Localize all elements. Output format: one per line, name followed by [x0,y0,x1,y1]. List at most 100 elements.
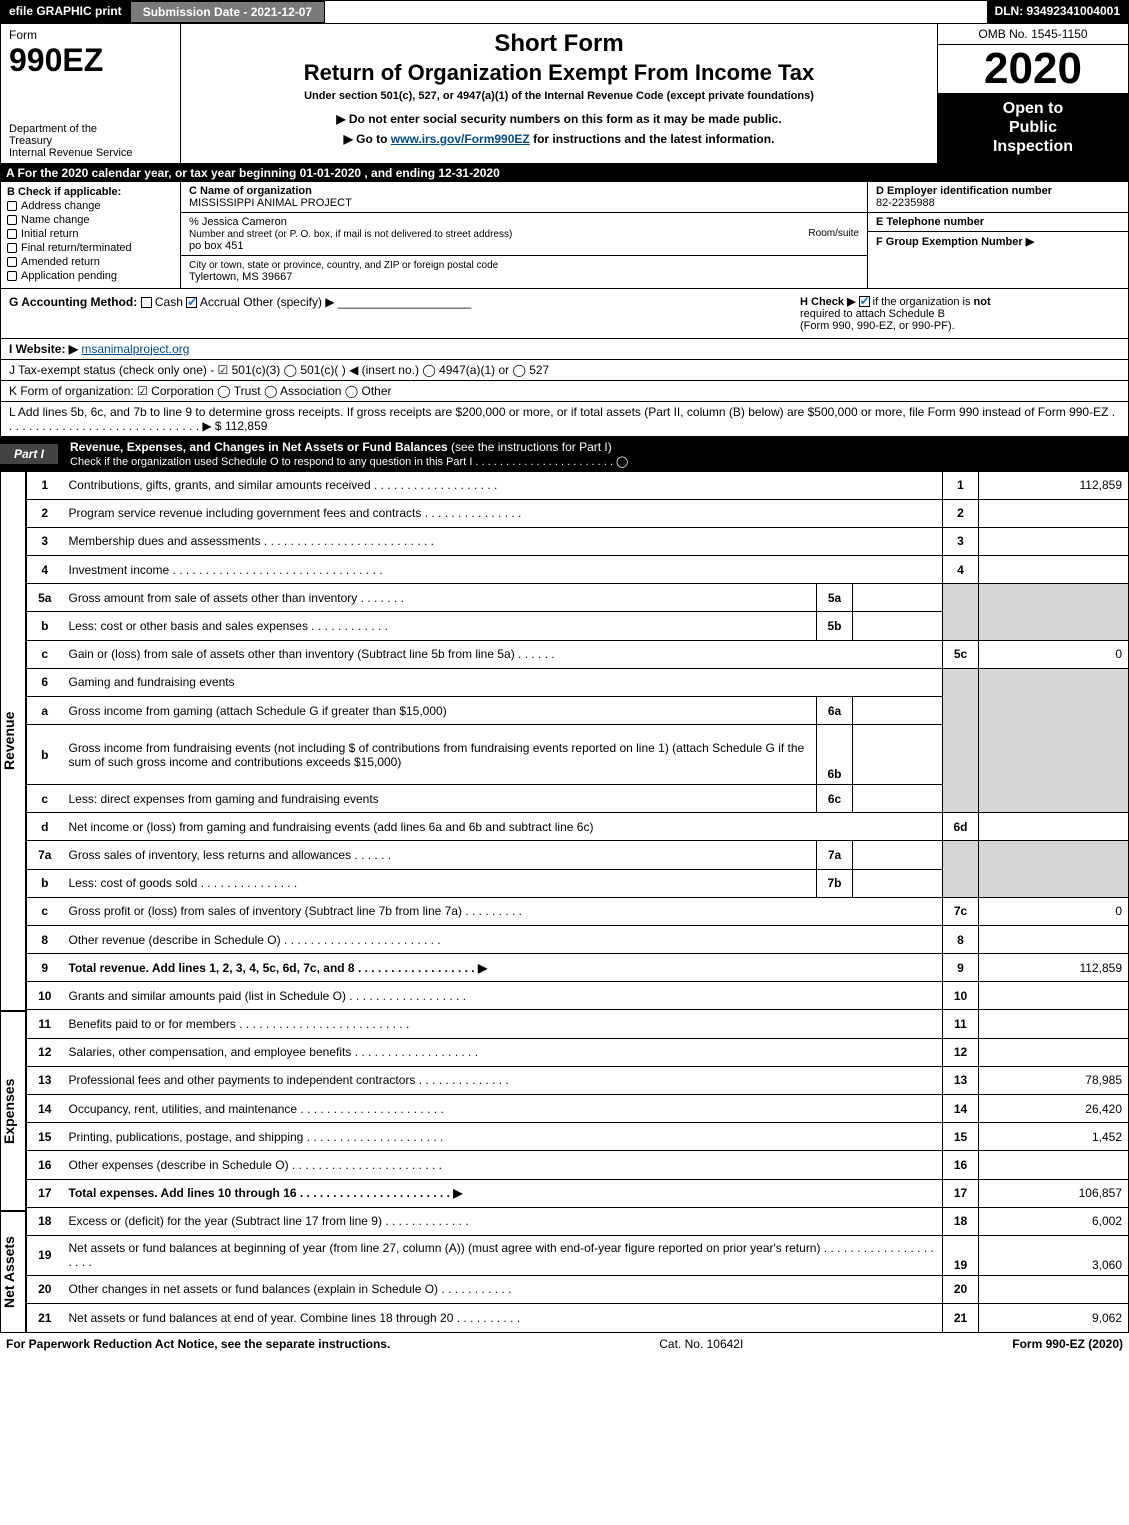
c-name-label: C Name of organization [189,185,312,197]
line-18: 18Excess or (deficit) for the year (Subt… [27,1207,1129,1235]
goto-post: for instructions and the latest informat… [530,132,775,146]
street-label: Number and street (or P. O. box, if mail… [189,229,512,240]
tax-year: 2020 [938,45,1128,93]
ein-label: D Employer identification number [876,185,1052,197]
line-3: 3Membership dues and assessments . . . .… [27,527,1129,555]
omb-number: OMB No. 1545-1150 [938,24,1128,45]
row-j-tax-exempt: J Tax-exempt status (check only one) - ☑… [0,360,1129,381]
line-5c: cGain or (loss) from sale of assets othe… [27,640,1129,668]
line-20: 20Other changes in net assets or fund ba… [27,1275,1129,1303]
goto-note: ▶ Go to www.irs.gov/Form990EZ for instru… [193,132,925,146]
room-label: Room/suite [808,228,859,239]
part1-sub: Check if the organization used Schedule … [70,456,628,468]
row-k-form-org: K Form of organization: ☑ Corporation ◯ … [0,381,1129,402]
row-i-website: I Website: ▶ msanimalproject.org [0,339,1129,360]
g-label: G Accounting Method: [9,295,137,309]
line-6d: dNet income or (loss) from gaming and fu… [27,813,1129,841]
row-a-tax-year: A For the 2020 calendar year, or tax yea… [0,164,1129,182]
line-11: 11Benefits paid to or for members . . . … [27,1010,1129,1038]
efile-print-label[interactable]: efile GRAPHIC print [1,1,130,23]
line-4: 4Investment income . . . . . . . . . . .… [27,556,1129,584]
short-form-title: Short Form [193,30,925,58]
line-7c: cGross profit or (loss) from sales of in… [27,897,1129,925]
chk-accrual[interactable] [186,297,197,308]
cash-label: Cash [155,295,183,309]
chk-h[interactable] [859,296,870,307]
form-word: Form [9,28,172,42]
other-label: Other (specify) ▶ [243,295,334,309]
part1-header: Part I Revenue, Expenses, and Changes in… [0,437,1129,471]
col-b-checkboxes: B Check if applicable: Address change Na… [1,182,181,288]
line-19: 19Net assets or fund balances at beginni… [27,1235,1129,1275]
line-15: 15Printing, publications, postage, and s… [27,1123,1129,1151]
form-number: 990EZ [9,42,172,79]
city-value: Tylertown, MS 39667 [189,271,292,283]
chk-name-change[interactable]: Name change [7,214,174,226]
department-label: Department of theTreasuryInternal Revenu… [9,123,172,159]
website-link[interactable]: msanimalproject.org [81,342,189,356]
form-table: 1Contributions, gifts, grants, and simil… [26,471,1129,1333]
return-title: Return of Organization Exempt From Incom… [193,60,925,86]
org-name: MISSISSIPPI ANIMAL PROJECT [189,197,352,209]
street-value: po box 451 [189,240,243,252]
line-21: 21Net assets or fund balances at end of … [27,1304,1129,1333]
ein-value: 82-2235988 [876,197,935,209]
irs-link[interactable]: www.irs.gov/Form990EZ [391,132,530,146]
line-8: 8Other revenue (describe in Schedule O) … [27,925,1129,953]
line-10: 10Grants and similar amounts paid (list … [27,982,1129,1010]
b-heading: B Check if applicable: [7,186,174,198]
col-def: D Employer identification number 82-2235… [868,182,1128,288]
chk-initial-return[interactable]: Initial return [7,228,174,240]
line-16: 16Other expenses (describe in Schedule O… [27,1151,1129,1179]
phone-label: E Telephone number [876,216,984,228]
accrual-label: Accrual [200,295,240,309]
h-line3: (Form 990, 990-EZ, or 990-PF). [800,320,955,332]
line-7a: 7aGross sales of inventory, less returns… [27,841,1129,869]
line-2: 2Program service revenue including gover… [27,499,1129,527]
chk-amended-return[interactable]: Amended return [7,256,174,268]
footer-center: Cat. No. 10642I [659,1337,743,1351]
group-label: F Group Exemption Number ▶ [876,236,1034,248]
h-post: if the organization is [873,296,974,308]
form-header: Form 990EZ Department of theTreasuryInte… [0,24,1129,164]
chk-final-return[interactable]: Final return/terminated [7,242,174,254]
care-of: % Jessica Cameron [189,216,287,228]
page-footer: For Paperwork Reduction Act Notice, see … [0,1333,1129,1355]
part1-tab: Part I [0,444,60,464]
chk-cash[interactable] [141,297,152,308]
line-1: 1Contributions, gifts, grants, and simil… [27,471,1129,499]
expenses-side-label: Expenses [0,1011,26,1211]
chk-application-pending[interactable]: Application pending [7,270,174,282]
goto-pre: ▶ Go to [344,132,391,146]
revenue-side-label: Revenue [0,471,26,1011]
top-bar: efile GRAPHIC print Submission Date - 20… [0,0,1129,24]
h-pre: H Check ▶ [800,296,859,308]
under-section-note: Under section 501(c), 527, or 4947(a)(1)… [193,90,925,102]
dln-label: DLN: 93492341004001 [987,1,1128,23]
h-line2: required to attach Schedule B [800,308,945,320]
row-g-h: G Accounting Method: Cash Accrual Other … [0,289,1129,339]
line-13: 13Professional fees and other payments t… [27,1066,1129,1094]
footer-right: Form 990-EZ (2020) [1012,1337,1123,1351]
line-17: 17Total expenses. Add lines 10 through 1… [27,1179,1129,1207]
chk-address-change[interactable]: Address change [7,200,174,212]
line-6: 6Gaming and fundraising events [27,668,1129,696]
ssn-warning: ▶ Do not enter social security numbers o… [193,112,925,126]
line-12: 12Salaries, other compensation, and empl… [27,1038,1129,1066]
open-to-public-box: Open toPublicInspection [938,93,1128,163]
website-label: I Website: ▶ [9,342,78,356]
form-body: Revenue Expenses Net Assets 1Contributio… [0,471,1129,1333]
city-label: City or town, state or province, country… [189,260,498,271]
footer-left: For Paperwork Reduction Act Notice, see … [6,1337,390,1351]
line-9: 9Total revenue. Add lines 1, 2, 3, 4, 5c… [27,954,1129,982]
h-not: not [974,296,991,308]
line-5a: 5aGross amount from sale of assets other… [27,584,1129,612]
row-l-gross-receipts: L Add lines 5b, 6c, and 7b to line 9 to … [0,402,1129,437]
submission-date-label: Submission Date - 2021-12-07 [130,1,325,23]
netassets-side-label: Net Assets [0,1211,26,1333]
line-14: 14Occupancy, rent, utilities, and mainte… [27,1095,1129,1123]
col-c-org-info: C Name of organization MISSISSIPPI ANIMA… [181,182,868,288]
entity-info-block: B Check if applicable: Address change Na… [0,182,1129,289]
part1-title: Revenue, Expenses, and Changes in Net As… [70,440,448,454]
part1-title-note: (see the instructions for Part I) [451,440,612,454]
